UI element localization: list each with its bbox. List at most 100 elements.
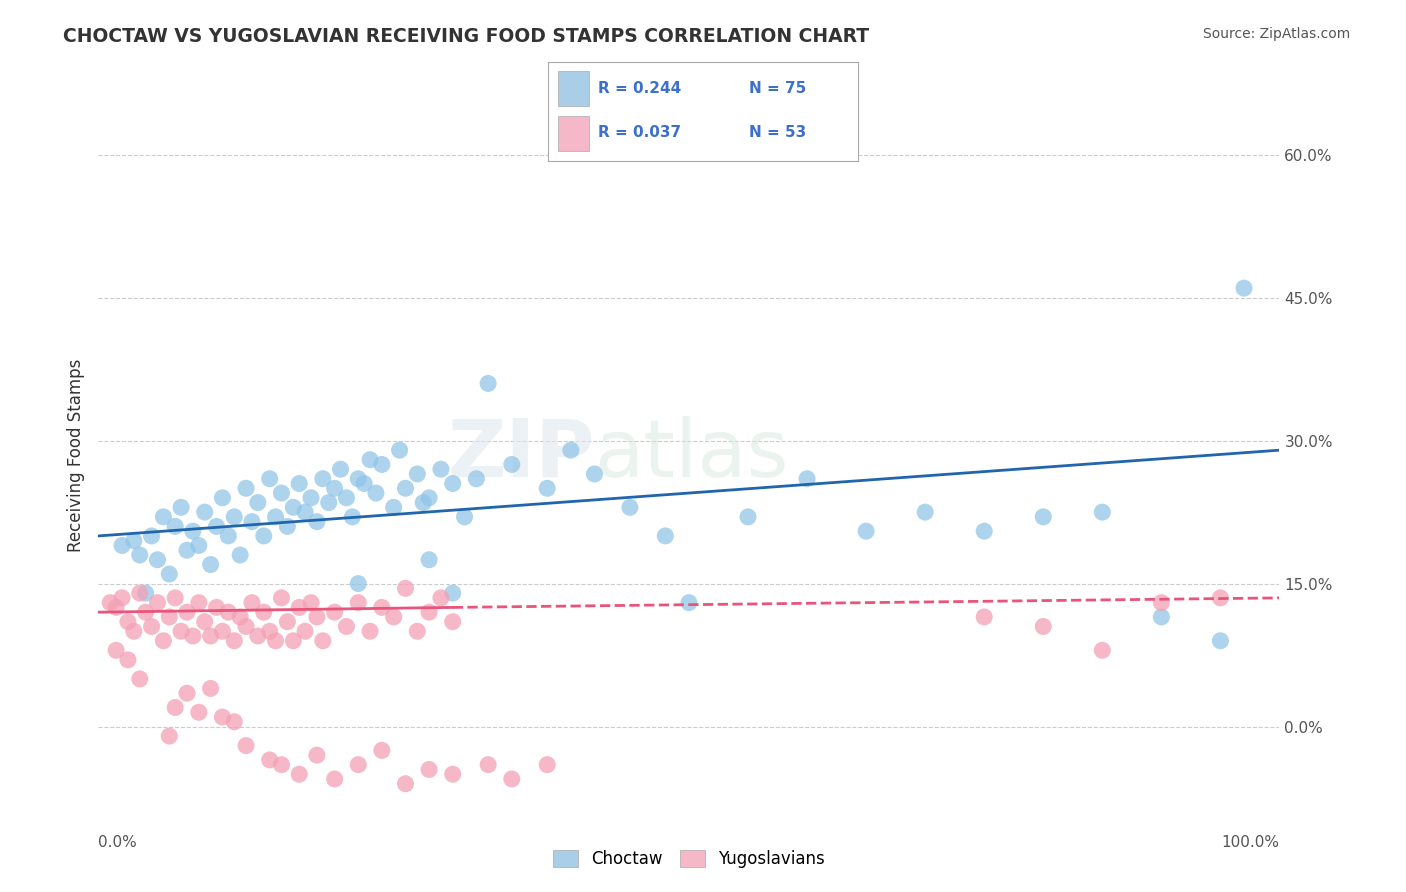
Point [371,743,394,757]
Point [194,505,217,519]
Point [312,633,335,648]
Point [323,481,346,495]
Point [305,515,328,529]
Point [678,596,700,610]
Point [335,619,357,633]
Text: CHOCTAW VS YUGOSLAVIAN RECEIVING FOOD STAMPS CORRELATION CHART: CHOCTAW VS YUGOSLAVIAN RECEIVING FOOD ST… [63,27,869,45]
Point [347,576,370,591]
Bar [558,71,589,105]
Point [240,515,263,529]
Point [465,472,488,486]
Point [246,495,269,509]
Point [1091,643,1114,657]
Point [117,653,139,667]
Point [105,600,128,615]
Point [264,633,287,648]
Point [418,491,440,505]
Point [128,586,150,600]
Point [441,586,464,600]
Point [117,615,139,629]
Point [371,458,394,472]
Point [187,539,209,553]
Point [1233,281,1256,295]
Point [441,767,464,781]
Point [194,615,217,629]
Point [170,500,193,515]
Legend: Choctaw, Yugoslavians: Choctaw, Yugoslavians [547,843,831,875]
Point [288,476,311,491]
Point [276,615,298,629]
Point [501,458,523,472]
Point [235,739,257,753]
Text: R = 0.037: R = 0.037 [598,125,681,140]
Point [382,610,405,624]
Point [211,491,233,505]
Point [165,519,187,533]
Point [394,481,416,495]
Point [224,509,246,524]
Point [187,596,209,610]
Point [122,624,145,639]
Point [305,748,328,763]
Point [453,509,475,524]
Point [1150,610,1173,624]
Point [536,757,558,772]
Point [157,567,180,582]
Point [1091,505,1114,519]
Point [329,462,352,476]
Point [299,596,322,610]
Point [217,529,239,543]
Point [200,681,222,696]
Point [406,467,429,481]
Text: 100.0%: 100.0% [1222,836,1279,850]
Point [135,605,157,619]
Point [253,605,276,619]
Point [299,491,322,505]
Point [560,443,582,458]
Point [246,629,269,643]
Point [211,710,233,724]
Text: Source: ZipAtlas.com: Source: ZipAtlas.com [1202,27,1350,41]
Point [441,476,464,491]
Point [288,600,311,615]
Y-axis label: Receiving Food Stamps: Receiving Food Stamps [66,359,84,551]
Point [347,596,370,610]
Point [200,558,222,572]
Point [501,772,523,786]
Point [146,553,169,567]
Point [394,582,416,596]
Point [270,486,292,500]
Point [583,467,606,481]
Point [973,610,995,624]
Point [418,763,440,777]
Point [176,686,198,700]
Point [157,729,180,743]
Point [259,624,281,639]
Point [394,777,416,791]
Point [146,596,169,610]
Point [288,767,311,781]
Point [536,481,558,495]
Point [1209,591,1232,605]
Point [1209,633,1232,648]
Point [152,633,174,648]
Point [335,491,357,505]
Point [364,486,387,500]
Point [441,615,464,629]
Point [382,500,405,515]
Point [128,548,150,562]
Point [654,529,676,543]
Point [235,619,257,633]
Point [406,624,429,639]
Text: atlas: atlas [595,416,789,494]
Point [855,524,877,538]
Point [323,605,346,619]
Point [619,500,641,515]
Point [98,596,121,610]
Point [181,524,204,538]
Point [430,591,453,605]
Point [371,600,394,615]
Point [141,529,163,543]
Point [170,624,193,639]
Point [973,524,995,538]
